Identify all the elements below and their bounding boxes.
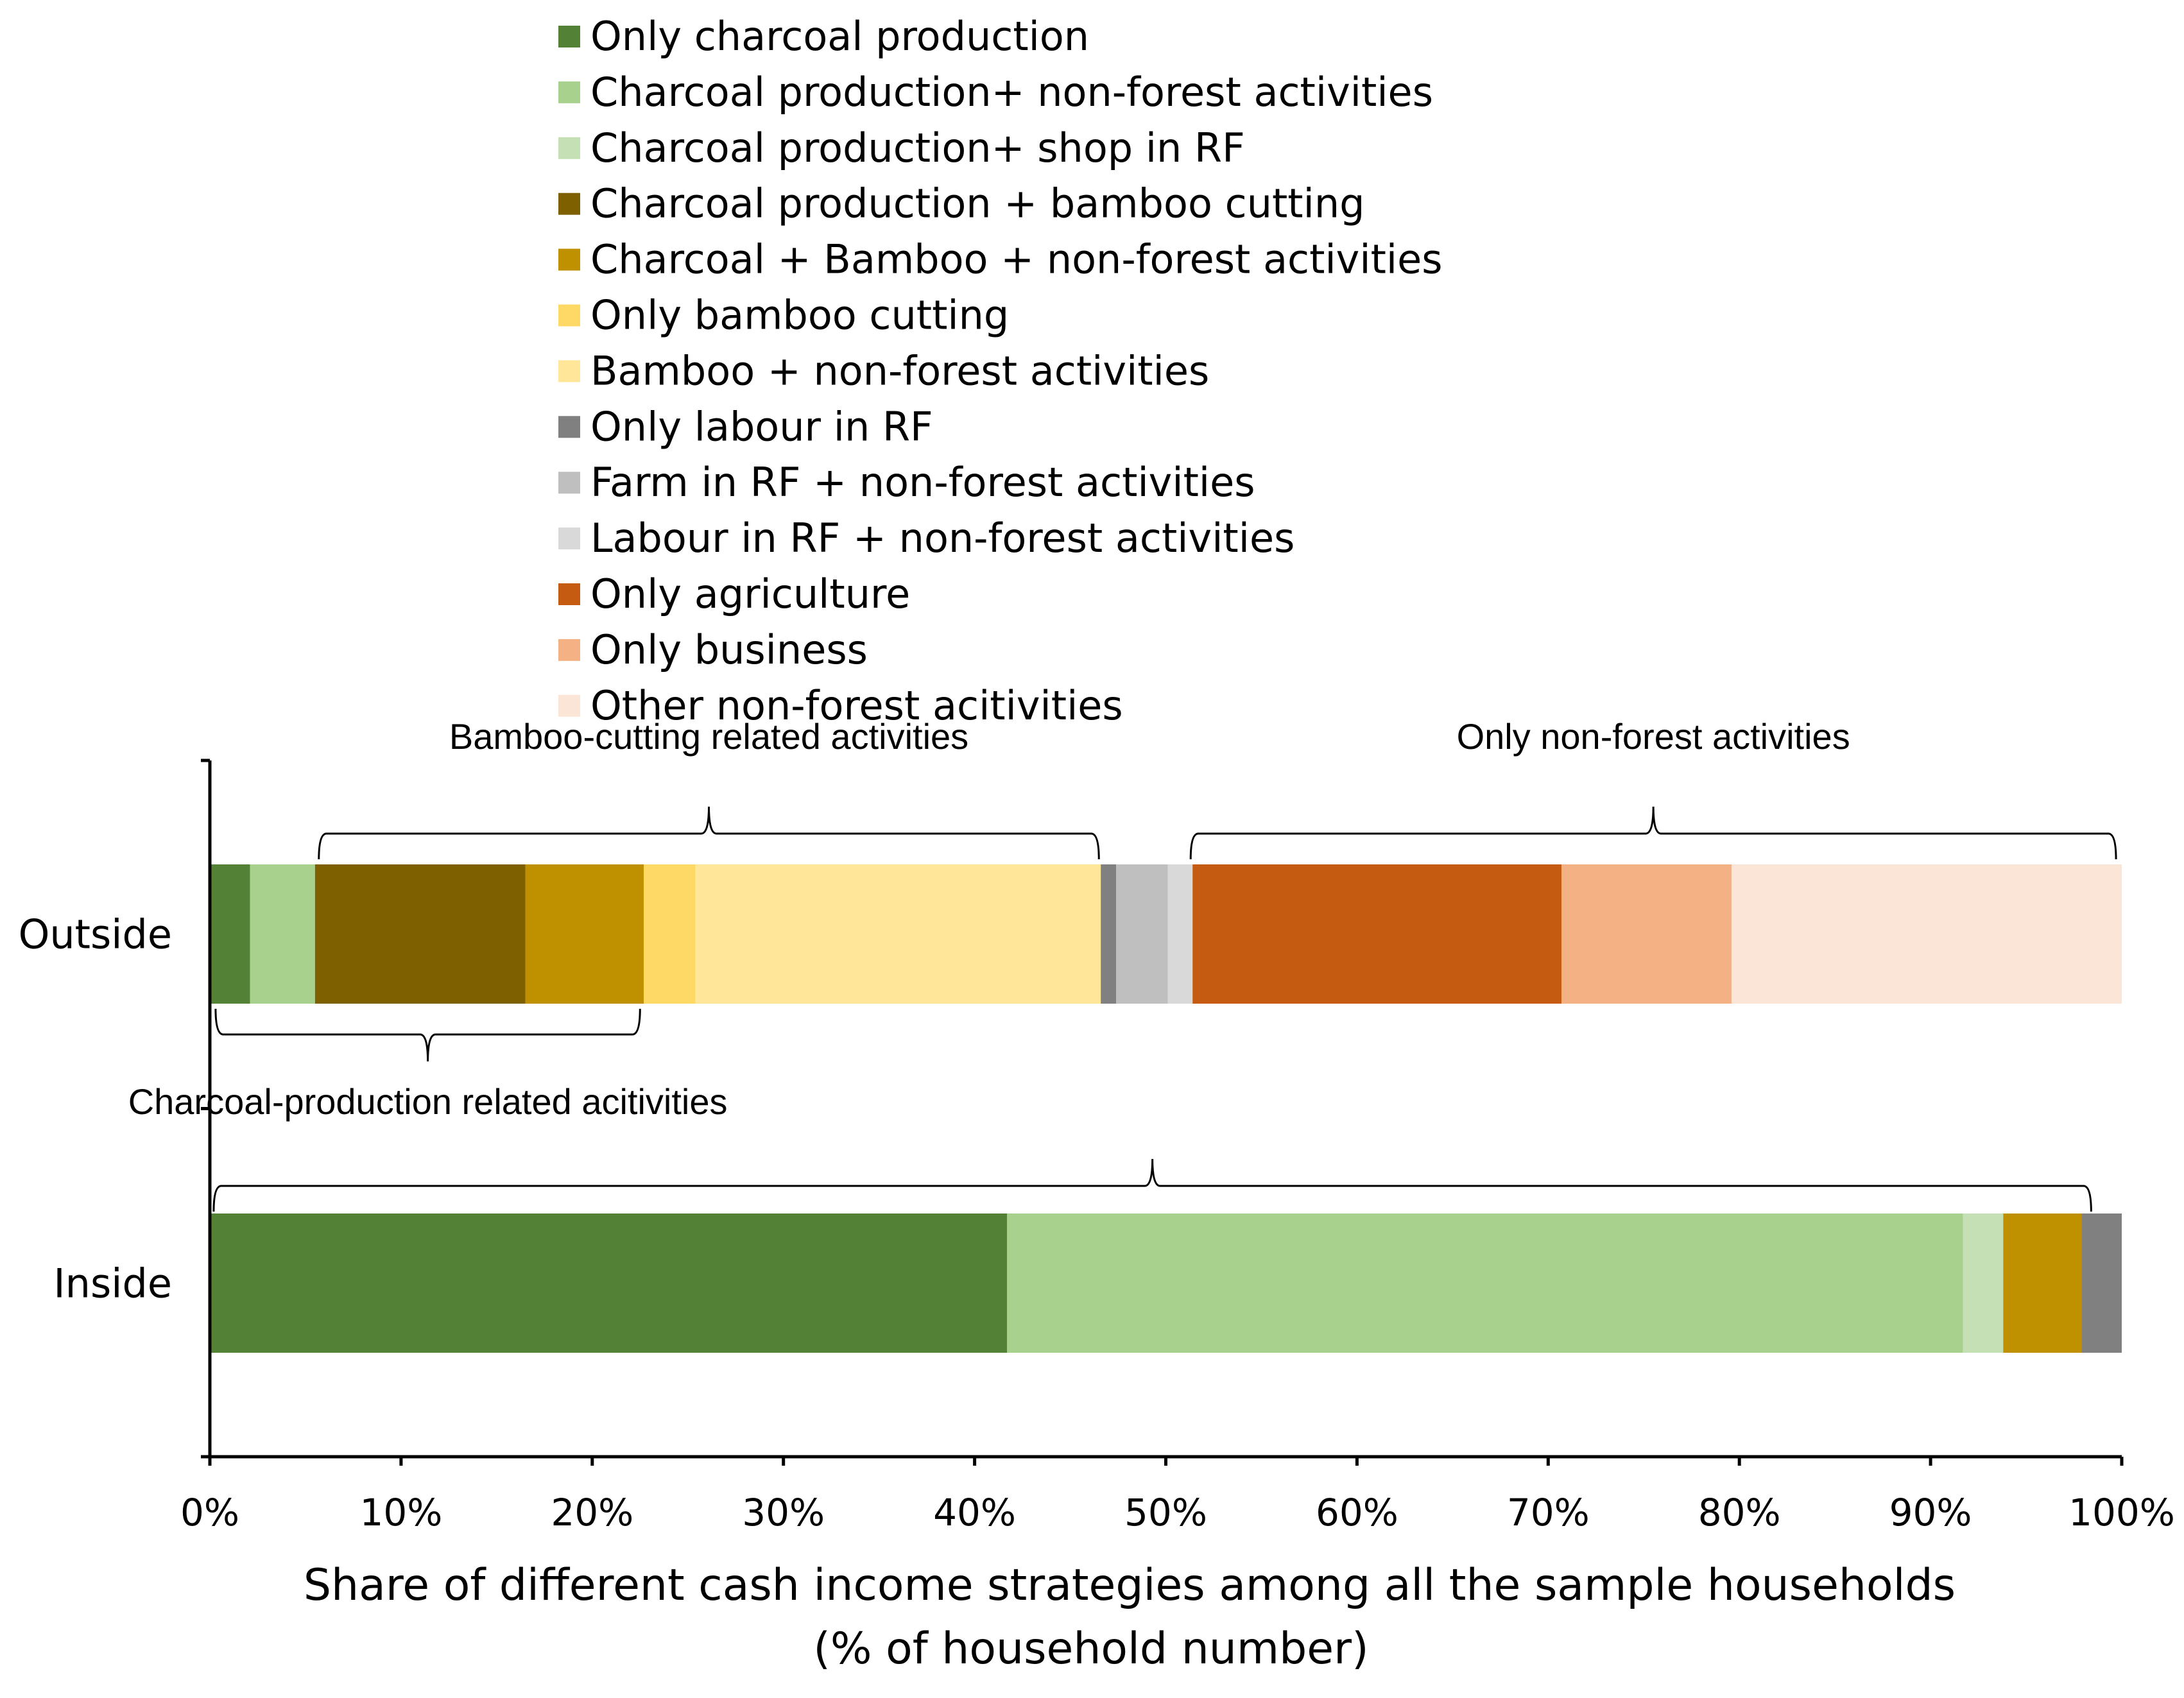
brace-path <box>318 806 1100 860</box>
legend-label: Only charcoal production <box>590 13 1089 60</box>
legend: Only charcoal production Charcoal product… <box>558 13 1443 729</box>
legend-swatch <box>558 26 580 47</box>
brace-path <box>212 1158 2092 1212</box>
bar-segment <box>1101 864 1117 1004</box>
legend-item: Charcoal production + bamboo cutting <box>558 180 1365 227</box>
category-label: Inside <box>53 1260 172 1307</box>
bar-segment <box>210 864 250 1004</box>
bar-segment <box>2003 1213 2082 1353</box>
brace-label: Bamboo-cutting related activities <box>449 716 968 757</box>
legend-swatch <box>558 472 580 494</box>
legend-swatch <box>558 193 580 215</box>
brace-annotation: Charcoal-production related acitivities <box>128 1008 728 1122</box>
legend-label: Charcoal production + bamboo cutting <box>590 180 1365 227</box>
bar-segment <box>1007 1213 1963 1353</box>
bar-segment <box>314 864 526 1004</box>
legend-item: Farm in RF + non-forest activities <box>558 459 1255 506</box>
legend-label: Charcoal + Bamboo + non-forest activitie… <box>590 236 1443 283</box>
legend-label: Labour in RF + non-forest activities <box>590 515 1294 562</box>
legend-label: Charcoal production+ shop in RF <box>590 124 1245 171</box>
legend-item: Only agriculture <box>558 570 910 617</box>
legend-swatch <box>558 583 580 605</box>
category-label: Outside <box>19 911 172 958</box>
x-tick-label: 80% <box>1698 1491 1781 1534</box>
x-tick-label: 0% <box>180 1491 239 1534</box>
legend-item: Other non-forest acitivities <box>558 682 1123 729</box>
legend-item: Charcoal production+ non-forest activiti… <box>558 69 1433 116</box>
bar-segment <box>644 864 696 1004</box>
x-tick-label: 70% <box>1507 1491 1590 1534</box>
brace-label: Only non-forest activities <box>1457 716 1850 757</box>
brace-path <box>214 1008 641 1062</box>
axes: 0% 10% 20% 30% 40% 50% 60% 70% 80% 90% 100% <box>180 759 2175 1534</box>
bar-segment <box>1116 864 1168 1004</box>
bar-segment <box>210 1213 1008 1353</box>
legend-item: Charcoal production+ shop in RF <box>558 124 1245 171</box>
bar-segment <box>1963 1213 2004 1353</box>
brace-annotations: Bamboo-cutting related activities Only no… <box>128 716 2117 1212</box>
bar-segment <box>1732 864 2122 1004</box>
x-tick-label: 50% <box>1124 1491 1207 1534</box>
x-tick-label: 30% <box>742 1491 825 1534</box>
x-tick-label: 60% <box>1316 1491 1398 1534</box>
legend-label: Only agriculture <box>590 570 910 617</box>
legend-swatch <box>558 639 580 661</box>
legend-label: Only labour in RF <box>590 403 933 450</box>
brace-annotation <box>212 1158 2092 1212</box>
legend-item: Only business <box>558 626 868 673</box>
bar-segment <box>250 864 315 1004</box>
legend-item: Bamboo + non-forest activities <box>558 347 1209 394</box>
bar-segment <box>695 864 1101 1004</box>
bar-segment <box>2081 1213 2122 1353</box>
bars: Outside Inside <box>19 864 2122 1353</box>
legend-label: Charcoal production+ non-forest activiti… <box>590 69 1433 116</box>
legend-label: Only business <box>590 626 868 673</box>
legend-item: Labour in RF + non-forest activities <box>558 515 1294 562</box>
legend-label: Bamboo + non-forest activities <box>590 347 1209 394</box>
x-tick-label: 20% <box>551 1491 633 1534</box>
x-tick-label: 40% <box>933 1491 1016 1534</box>
legend-item: Only labour in RF <box>558 403 933 450</box>
legend-swatch <box>558 304 580 327</box>
legend-label: Farm in RF + non-forest activities <box>590 459 1255 506</box>
legend-swatch <box>558 137 580 159</box>
x-tick-label: 10% <box>359 1491 442 1534</box>
bar-segment <box>525 864 644 1004</box>
brace-annotation: Only non-forest activities <box>1189 716 2117 860</box>
legend-swatch <box>558 416 580 438</box>
x-tick-label: 90% <box>1889 1491 1972 1534</box>
brace-label: Charcoal-production related acitivities <box>128 1081 728 1122</box>
legend-item: Only charcoal production <box>558 13 1089 60</box>
legend-swatch <box>558 527 580 550</box>
x-axis-title: Share of different cash income strategie… <box>304 1560 1956 1611</box>
brace-path <box>1189 806 2117 860</box>
bar-segment <box>1561 864 1732 1004</box>
legend-label: Only bamboo cutting <box>590 292 1009 339</box>
x-tick-label: 100% <box>2068 1491 2175 1534</box>
legend-item: Only bamboo cutting <box>558 292 1009 339</box>
legend-swatch <box>558 694 580 717</box>
x-axis-title-line2: (% of household number) <box>813 1624 1368 1674</box>
legend-item: Charcoal + Bamboo + non-forest activitie… <box>558 236 1443 283</box>
bar-segment <box>1167 864 1193 1004</box>
legend-swatch <box>558 81 580 103</box>
brace-annotation: Bamboo-cutting related activities <box>318 716 1100 860</box>
legend-label: Other non-forest acitivities <box>590 682 1123 729</box>
legend-swatch <box>558 360 580 382</box>
legend-swatch <box>558 248 580 271</box>
bar-segment <box>1192 864 1562 1004</box>
